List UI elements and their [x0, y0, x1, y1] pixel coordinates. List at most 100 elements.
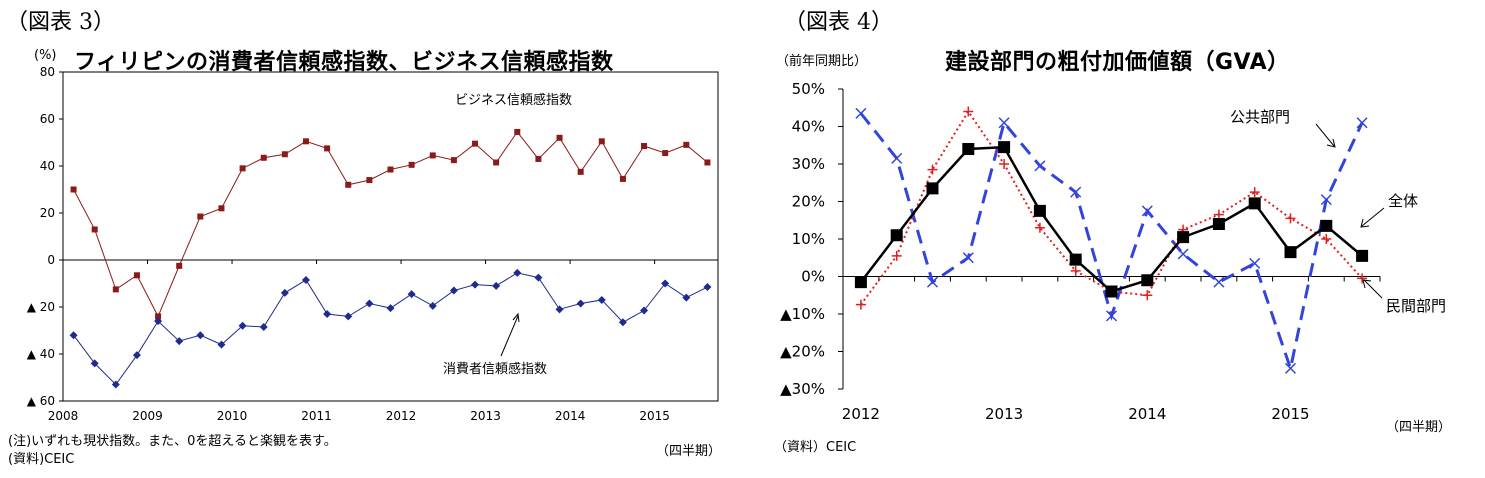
total-point — [1356, 249, 1369, 262]
y-tick-label: 40% — [792, 118, 825, 136]
business-point — [641, 143, 648, 150]
annotation-private: 民間部門 — [1386, 297, 1446, 315]
public-point — [926, 276, 939, 288]
annotation-consumer-arrowhead — [512, 312, 520, 323]
consumer-point — [618, 318, 627, 327]
private-point — [1213, 209, 1224, 220]
business-point — [429, 152, 436, 159]
total-point — [1212, 218, 1225, 230]
consumer-point — [534, 273, 543, 282]
public-point — [1141, 205, 1153, 217]
consumer-point — [111, 380, 120, 389]
business-point — [577, 168, 584, 175]
total-point — [1033, 204, 1046, 217]
fig3-label: （図表 3） — [6, 10, 115, 35]
private-point — [963, 106, 974, 117]
business-point — [408, 161, 415, 168]
consumer-point — [90, 359, 99, 368]
y-tick-label: 20% — [792, 193, 825, 211]
business-point — [662, 150, 669, 157]
public-point — [1105, 310, 1118, 322]
consumer-point — [682, 293, 691, 302]
x-tick-label: 2014 — [1128, 405, 1166, 423]
y-tick-label: 60 — [40, 112, 55, 126]
consumer-point — [323, 310, 332, 319]
x-tick-label: 2015 — [1271, 405, 1309, 423]
annotation-total: 全体 — [1388, 192, 1418, 210]
consumer-point — [492, 281, 501, 290]
series-line-public — [859, 112, 1364, 375]
annotation-private-arrow — [1363, 279, 1383, 299]
total-point — [890, 229, 903, 242]
private-point — [1142, 290, 1153, 301]
business-point — [366, 177, 373, 184]
y-tick-label: 50% — [792, 80, 825, 98]
fig3-title: フィリピンの消費者信頼感指数、ビジネス信頼感指数 — [74, 50, 614, 75]
consumer-point — [280, 288, 289, 297]
total-point — [854, 276, 867, 289]
consumer-point — [555, 305, 564, 314]
fig3-note: (注)いずれも現状指数。また、0を超えると楽観を表す。 — [8, 434, 337, 449]
public-point — [1320, 194, 1332, 206]
plot-frame — [62, 71, 719, 402]
private-point — [1070, 265, 1081, 276]
private-point — [927, 164, 938, 175]
consumer-point — [513, 268, 522, 277]
annotation-total-arrow — [1361, 207, 1385, 227]
consumer-point — [217, 340, 226, 349]
fig4-label: （図表 4） — [784, 10, 893, 35]
business-point — [91, 226, 98, 233]
private-point — [1249, 187, 1260, 198]
y-tick-label: ▲10% — [780, 305, 825, 323]
series-line-private — [860, 109, 1363, 306]
fig3-unit: (%) — [34, 48, 57, 63]
fig3-source: (資料)CEIC — [8, 452, 75, 467]
business-point — [514, 128, 521, 135]
public-point — [1034, 160, 1046, 172]
business-point — [70, 186, 77, 193]
business-point — [472, 140, 479, 147]
business-point — [345, 181, 352, 188]
consumer-point — [154, 317, 163, 326]
series-line-total — [859, 145, 1363, 293]
annotation-total-arrowhead — [1360, 218, 1370, 228]
x-tick-label: 2014 — [555, 409, 586, 423]
business-point — [218, 205, 225, 212]
business-point — [535, 155, 542, 162]
public-point — [1177, 248, 1189, 260]
consumer-point — [132, 351, 141, 360]
business-point — [281, 151, 288, 158]
private-point — [891, 250, 902, 261]
x-tick-label: 2011 — [301, 409, 332, 423]
x-tick-label: 2009 — [132, 409, 163, 423]
business-point — [450, 157, 457, 164]
total-point — [1320, 219, 1333, 232]
private-point — [999, 159, 1010, 169]
annotation-public: 公共部門 — [1230, 108, 1290, 126]
consumer-point — [471, 280, 480, 289]
consumer-point — [301, 275, 310, 284]
y-tick-label: ▲30% — [780, 380, 825, 398]
x-tick-label: 2010 — [217, 409, 248, 423]
fig4-unit: （前年同期比） — [776, 54, 868, 69]
public-point — [1284, 362, 1297, 374]
y-tick-label: 30% — [792, 155, 825, 173]
series-line-consumer — [73, 272, 708, 386]
private-point — [1285, 213, 1296, 224]
total-point — [1177, 231, 1190, 244]
x-tick-label: 2012 — [386, 409, 417, 423]
public-point — [962, 252, 974, 264]
public-point — [1213, 276, 1225, 288]
business-point — [302, 138, 309, 145]
business-point — [619, 175, 626, 182]
public-point — [1070, 186, 1082, 198]
x-tick-label: 2008 — [48, 409, 79, 423]
annotation-private-arrowhead — [1362, 279, 1372, 289]
business-point — [239, 165, 246, 172]
fig4-source: （資料）CEIC — [774, 440, 857, 455]
annotation-business: ビジネス信頼感指数 — [455, 92, 572, 108]
public-point — [891, 152, 903, 164]
total-point — [962, 143, 975, 155]
consumer-point — [449, 286, 458, 295]
